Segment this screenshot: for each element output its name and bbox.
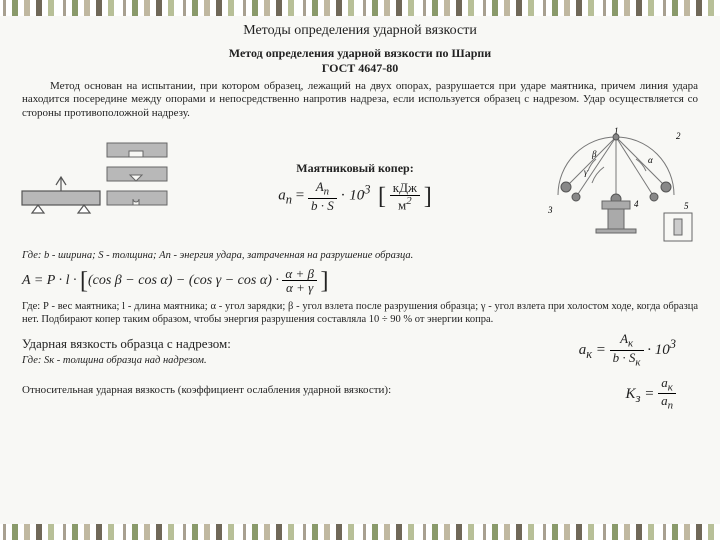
page-title: Методы определения ударной вязкости — [14, 22, 706, 40]
pendulum-column: Маятниковый копер: an = Anb · S · 103 [ … — [174, 161, 536, 213]
decorative-stripe-bottom — [0, 524, 720, 540]
svg-text:γ: γ — [584, 167, 588, 177]
relative-toughness-text: Относительная ударная вязкость (коэффици… — [22, 384, 618, 398]
svg-text:4: 4 — [634, 199, 639, 209]
pendulum-title: Маятниковый копер: — [174, 161, 536, 176]
formula-notched: aк = Aкb · Sк · 103 — [579, 332, 676, 369]
pendulum-diagram: 1 2 3 4 5 α β γ — [536, 127, 706, 247]
specimen-diagram — [14, 137, 174, 237]
formula-ratio: Kз = aкan — [626, 376, 676, 413]
intro-paragraph: Метод основан на испытании, при котором … — [22, 80, 698, 121]
svg-text:2: 2 — [676, 131, 681, 141]
method-subtitle: Метод определения ударной вязкости по Ша… — [14, 46, 706, 61]
gost-number: ГОСТ 4647-80 — [14, 61, 706, 76]
svg-text:β: β — [591, 149, 597, 159]
formula-energy: A = P · l · [(cos β − cos α) − (cos γ − … — [22, 266, 698, 296]
svg-text:3: 3 — [547, 205, 553, 215]
note-an: Где: b - ширина; S - толщина; An - энерг… — [22, 249, 442, 262]
svg-text:α: α — [648, 155, 653, 165]
svg-text:5: 5 — [684, 201, 689, 211]
formula-impact-strength: an = Anb · S · 103 [ кДжм2 ] — [174, 180, 536, 213]
decorative-stripe-top — [0, 0, 720, 16]
middle-row: Маятниковый копер: an = Anb · S · 103 [ … — [14, 127, 706, 247]
page-content: Методы определения ударной вязкости Мето… — [14, 18, 706, 522]
para-symbols: Где: Р - вес маятника; l - длина маятник… — [22, 300, 698, 326]
notched-heading: Ударная вязкость образца с надрезом: — [22, 336, 571, 352]
svg-text:1: 1 — [614, 127, 619, 136]
note-sk: Где: Sк - толщина образца над надрезом. — [22, 354, 571, 367]
